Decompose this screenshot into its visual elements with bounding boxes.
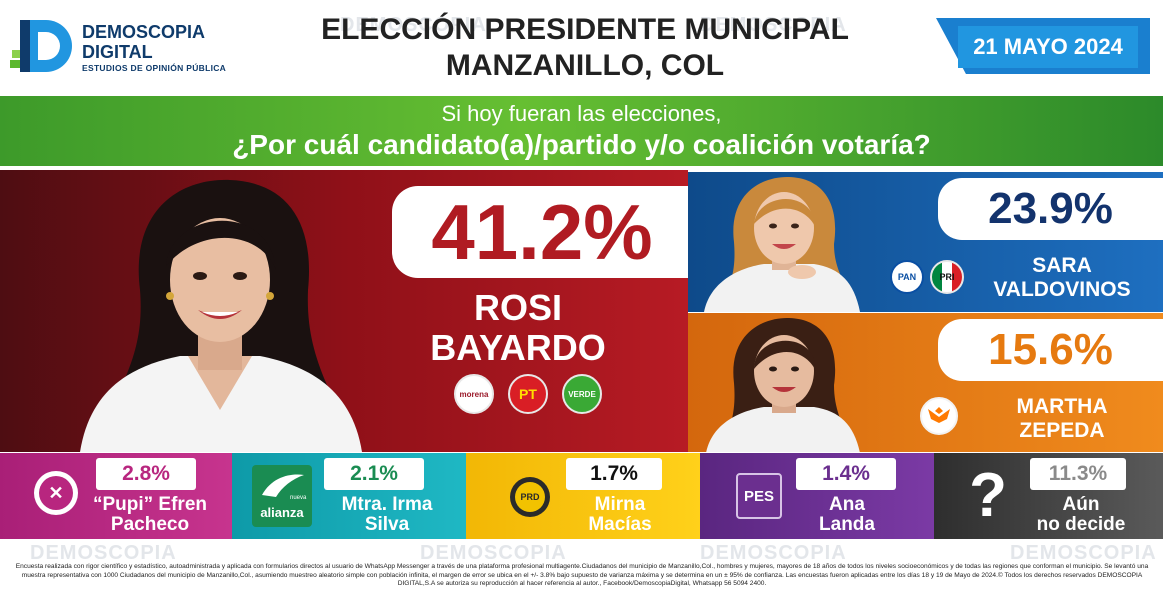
brand-name-line1: DEMOSCOPIA: [82, 22, 206, 42]
question-line2: ¿Por cuál candidato(a)/partido y/o coali…: [232, 129, 931, 160]
third-percent: 15.6%: [988, 325, 1113, 374]
other-candidate-card: ✕ 2.8% “Pupi” Efren Pacheco: [0, 453, 232, 539]
candidate-name: Mtra. Irma Silva: [341, 494, 433, 535]
prd-logo-icon: PRD: [510, 477, 550, 517]
date-badge: 21 MAYO 2024: [936, 18, 1150, 76]
candidate-percent: 1.4%: [796, 458, 896, 490]
other-candidate-card: ? 11.3% Aún no decide: [934, 453, 1163, 539]
page-title: ELECCIÓN PRESIDENTE MUNICIPAL MANZANILLO…: [280, 12, 890, 84]
third-place-panel: 15.6% MARTHA ZEPEDA: [688, 313, 1163, 452]
fxm-logo-icon: ✕: [34, 471, 78, 515]
candidate-name: Aún no decide: [1036, 494, 1126, 535]
candidate-photo-martha-zepeda: [694, 313, 864, 452]
nueva-alianza-logo-icon: alianza nueva: [252, 465, 312, 527]
other-candidate-card: PES 1.4% Ana Landa: [700, 453, 934, 539]
brand-tagline: ESTUDIOS DE OPINIÓN PÚBLICA: [82, 63, 227, 73]
title-line2: MANZANILLO, COL: [445, 49, 725, 82]
leader-name: ROSI BAYARDO: [430, 287, 606, 368]
candidate-name: Mirna Macías: [588, 494, 652, 535]
candidate-percent: 11.3%: [1030, 458, 1126, 490]
morena-logo-icon: morena: [454, 374, 494, 414]
candidate-name: “Pupi” Efren Pacheco: [92, 494, 207, 535]
candidate-photo-rosi-bayardo: [70, 170, 370, 452]
header: DEMOSCOPIA DEMOSCOPIA DEMOSCOPIA DIGITAL…: [0, 0, 1163, 96]
other-candidate-card: PRD 1.7% Mirna Macías: [466, 453, 700, 539]
date-text: 21 MAYO 2024: [958, 26, 1138, 68]
demoscopia-d-logo-icon: [10, 20, 72, 72]
candidate-percent: 2.8%: [96, 458, 196, 490]
watermark: DEMOSCOPIA: [30, 542, 177, 564]
watermark: DEMOSCOPIA: [1010, 542, 1157, 564]
leader-percent-box: 41.2%: [392, 186, 688, 278]
footer: DEMOSCOPIA DEMOSCOPIA DEMOSCOPIA DEMOSCO…: [0, 540, 1163, 607]
watermark: DEMOSCOPIA: [340, 14, 487, 36]
third-name: MARTHA ZEPEDA: [1016, 395, 1108, 442]
leader-panel: 41.2% ROSI BAYARDO morena PT VERDE: [0, 170, 688, 452]
watermark: DEMOSCOPIA: [700, 14, 847, 36]
candidate-name: Ana Landa: [819, 494, 875, 535]
question-banner: Si hoy fueran las elecciones, ¿Por cuál …: [0, 96, 1163, 166]
question-line1: Si hoy fueran las elecciones,: [441, 101, 722, 126]
second-name: SARA VALDOVINOS: [993, 254, 1131, 301]
second-place-panel: 23.9% PAN PRI SARA VALDOVINOS: [688, 172, 1163, 312]
candidate-percent: 2.1%: [324, 458, 424, 490]
eagle-icon: [928, 407, 950, 423]
methodology-note: Encuesta realizada con rigor científico …: [15, 563, 1149, 588]
pt-logo-icon: PT: [508, 374, 548, 414]
watermark: DEMOSCOPIA: [700, 542, 847, 564]
third-percent-box: 15.6%: [938, 319, 1163, 381]
question-mark-icon: ?: [969, 461, 1007, 530]
mc-logo-icon: [920, 397, 958, 435]
second-percent-box: 23.9%: [938, 178, 1163, 240]
candidate-percent: 1.7%: [566, 458, 662, 490]
watermark: DEMOSCOPIA: [420, 542, 567, 564]
other-candidate-card: alianza nueva 2.1% Mtra. Irma Silva: [232, 453, 466, 539]
logo-text: DEMOSCOPIA DIGITAL ESTUDIOS DE OPINIÓN P…: [82, 22, 226, 74]
brand-name-line2: DIGITAL: [82, 42, 153, 62]
candidate-photo-sara-valdovinos: [694, 172, 864, 312]
title-line1: ELECCIÓN PRESIDENTE MUNICIPAL: [321, 13, 849, 46]
second-percent: 23.9%: [988, 184, 1113, 233]
demoscopia-logo: DEMOSCOPIA DIGITAL ESTUDIOS DE OPINIÓN P…: [8, 10, 238, 74]
leader-percent: 41.2%: [431, 187, 653, 276]
pan-logo-icon: PAN: [890, 260, 924, 294]
pri-logo-icon: PRI: [930, 260, 964, 294]
pes-logo-icon: PES: [736, 473, 782, 519]
verde-logo-icon: VERDE: [562, 374, 602, 414]
